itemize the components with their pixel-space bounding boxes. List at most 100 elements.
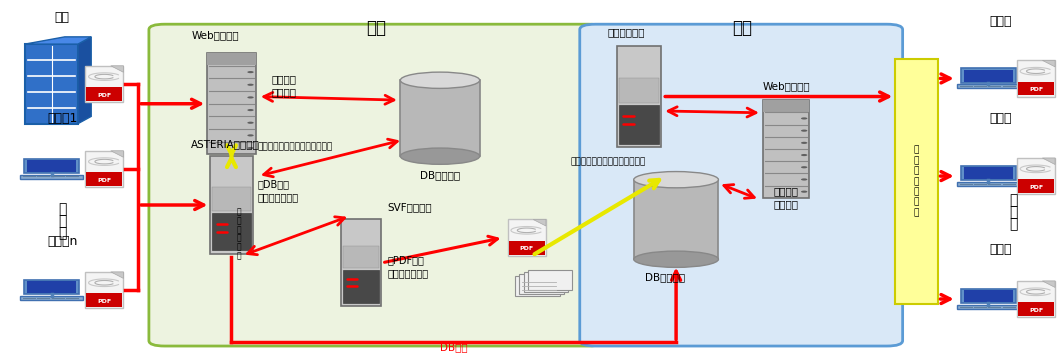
Bar: [212, 187, 250, 211]
Text: Webサーバー: Webサーバー: [763, 81, 811, 91]
Polygon shape: [78, 37, 91, 124]
Circle shape: [247, 134, 253, 136]
Bar: [340, 220, 381, 306]
Bar: [87, 87, 123, 101]
Bar: [1017, 60, 1055, 97]
Bar: [957, 85, 1020, 88]
Circle shape: [247, 147, 253, 149]
Text: PDF: PDF: [1029, 185, 1043, 190]
Bar: [1017, 158, 1055, 194]
Text: ・
・
・: ・ ・ ・: [1009, 193, 1018, 232]
Ellipse shape: [634, 172, 719, 188]
Polygon shape: [533, 220, 546, 226]
Bar: [619, 78, 659, 103]
Bar: [619, 105, 659, 143]
Circle shape: [801, 117, 808, 119]
Bar: [1018, 82, 1054, 95]
Bar: [509, 241, 545, 254]
Ellipse shape: [401, 148, 480, 164]
Bar: [964, 70, 1012, 82]
Text: フローリクエスト＆レスポンス: フローリクエスト＆レスポンス: [570, 157, 646, 166]
Bar: [524, 272, 568, 292]
Text: 営業店1: 営業店1: [47, 113, 77, 126]
Bar: [207, 53, 255, 154]
Circle shape: [801, 178, 808, 180]
Bar: [508, 220, 546, 256]
Bar: [342, 246, 378, 268]
Circle shape: [247, 122, 253, 124]
Bar: [634, 180, 719, 259]
Text: 営業店n: 営業店n: [47, 235, 77, 248]
Text: 業者ｎ: 業者ｎ: [990, 242, 1012, 256]
Text: PDF: PDF: [519, 246, 534, 251]
Bar: [210, 156, 252, 254]
Text: Webサーバー: Webサーバー: [191, 30, 238, 40]
Bar: [960, 69, 1015, 83]
Text: 大阪: 大阪: [731, 19, 752, 37]
Bar: [1018, 302, 1054, 316]
Bar: [617, 46, 661, 147]
Text: DB連携: DB連携: [440, 342, 467, 352]
Text: PDF: PDF: [1029, 308, 1043, 313]
Text: 業者向け
システム: 業者向け システム: [774, 187, 798, 209]
Bar: [960, 166, 1015, 180]
Bar: [24, 280, 80, 294]
Bar: [86, 66, 124, 102]
Bar: [24, 159, 80, 173]
Text: SVFサーバー: SVFサーバー: [387, 202, 431, 212]
Text: 東京: 東京: [367, 19, 387, 37]
Text: ・PDF出力
・直接帳票出力: ・PDF出力 ・直接帳票出力: [387, 255, 428, 278]
Bar: [87, 293, 123, 307]
Bar: [964, 290, 1012, 302]
Circle shape: [247, 96, 253, 98]
Text: 認証サーバー: 認証サーバー: [607, 27, 644, 37]
Polygon shape: [1042, 158, 1055, 164]
Ellipse shape: [634, 251, 719, 268]
Ellipse shape: [401, 72, 480, 88]
Text: PDF: PDF: [98, 93, 111, 98]
Text: 帳
票
出
力
要
求: 帳 票 出 力 要 求: [236, 208, 242, 260]
Polygon shape: [111, 66, 124, 72]
Bar: [896, 58, 937, 305]
Circle shape: [801, 142, 808, 144]
Bar: [957, 305, 1020, 309]
Bar: [20, 296, 83, 300]
Circle shape: [247, 84, 253, 86]
Bar: [28, 160, 76, 172]
Text: DBサーバー: DBサーバー: [646, 272, 686, 282]
FancyBboxPatch shape: [580, 24, 903, 346]
Bar: [528, 270, 572, 290]
Bar: [401, 80, 480, 156]
Bar: [960, 289, 1015, 303]
FancyBboxPatch shape: [148, 24, 604, 346]
Text: 本社: 本社: [55, 11, 70, 24]
Text: ・DB連携
・帳票出力制御: ・DB連携 ・帳票出力制御: [258, 179, 299, 202]
Text: ASTERIAサーバー: ASTERIAサーバー: [191, 139, 260, 149]
Polygon shape: [1042, 281, 1055, 287]
Bar: [342, 270, 378, 303]
Text: PDF: PDF: [98, 299, 111, 304]
Polygon shape: [111, 151, 124, 157]
Polygon shape: [1042, 60, 1055, 67]
Bar: [87, 172, 123, 186]
Bar: [20, 175, 83, 179]
Circle shape: [247, 71, 253, 73]
Bar: [515, 276, 560, 296]
Circle shape: [801, 166, 808, 168]
Text: ・
・
・: ・ ・ ・: [58, 202, 67, 241]
Text: PDF: PDF: [1029, 87, 1043, 92]
Bar: [207, 53, 255, 65]
Text: 業者１: 業者１: [990, 15, 1012, 28]
Text: DBサーバー: DBサーバー: [420, 171, 460, 181]
Text: フローリクエスト＆レスポンス: フローリクエスト＆レスポンス: [258, 143, 333, 152]
Circle shape: [247, 109, 253, 111]
Bar: [212, 213, 250, 250]
Bar: [28, 281, 76, 293]
Bar: [964, 167, 1012, 179]
Circle shape: [801, 154, 808, 156]
Text: 業者１: 業者１: [990, 113, 1012, 126]
Bar: [1017, 281, 1055, 317]
Bar: [86, 151, 124, 187]
Bar: [1018, 179, 1054, 193]
Circle shape: [801, 130, 808, 132]
